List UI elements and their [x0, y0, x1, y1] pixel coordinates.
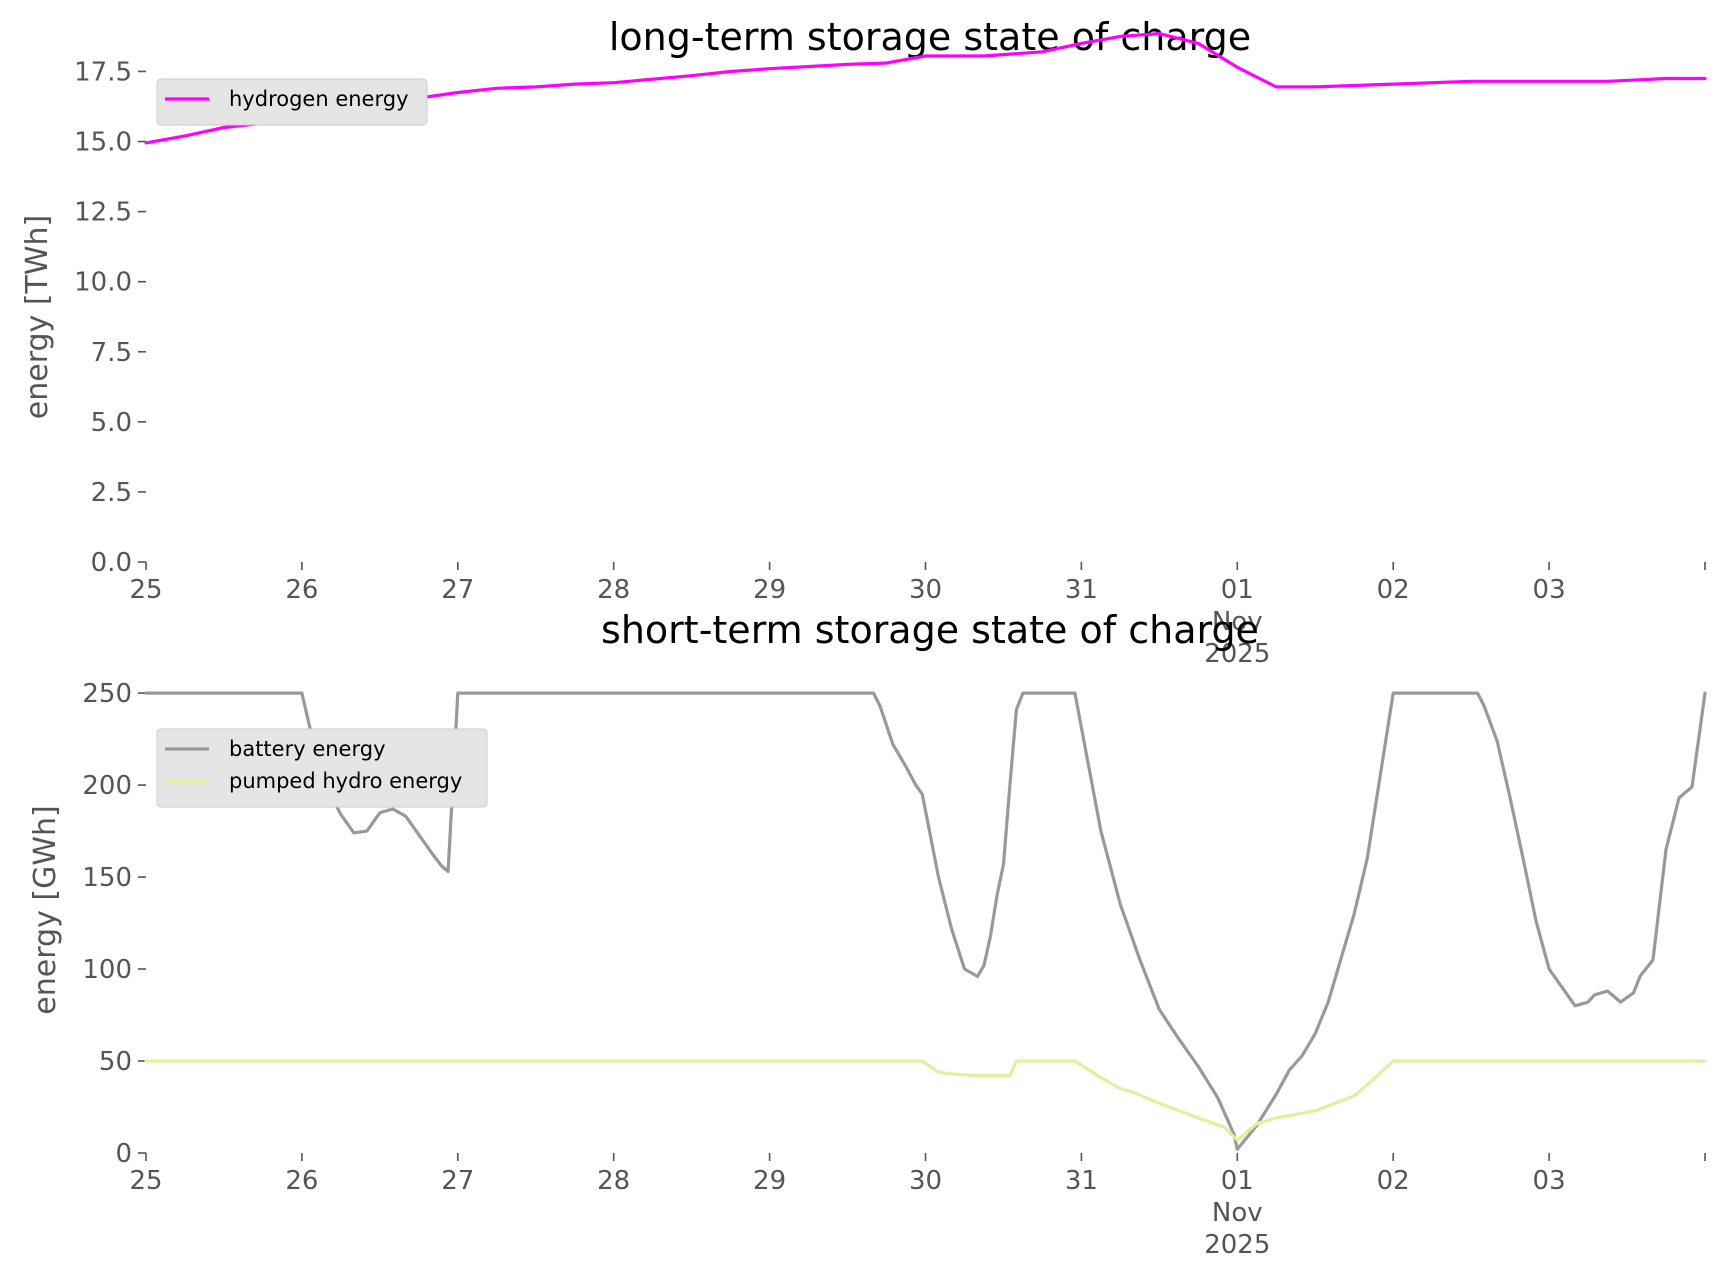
x-tick-label: 2025	[1204, 1230, 1270, 1260]
x-tick-label: 28	[597, 1166, 630, 1196]
y-axis-label: energy [TWh]	[20, 215, 55, 419]
x-tick-label: 30	[909, 1166, 942, 1196]
series-line-battery-energy	[144, 691, 1707, 1151]
legend: battery energy pumped hydro energy	[156, 728, 488, 808]
y-axis: 0 50 100 150 200 250	[82, 679, 146, 1169]
y-tick-label: 17.5	[74, 57, 132, 87]
legend: hydrogen energy	[156, 78, 428, 126]
x-tick-label: 03	[1533, 575, 1566, 605]
x-tick-label: 27	[441, 1166, 474, 1196]
x-tick-label: 2025	[1204, 639, 1270, 669]
legend-label: battery energy	[229, 737, 386, 761]
y-tick-label: 2.5	[91, 478, 132, 508]
x-tick-label: 26	[285, 1166, 318, 1196]
y-tick-label: 200	[82, 771, 132, 801]
y-tick-label: 50	[99, 1047, 132, 1077]
chart-title: long-term storage state of charge	[609, 15, 1251, 59]
y-axis: 0.0 2.5 5.0 7.5 10.0 12.5 15.0 17.5	[74, 57, 146, 578]
y-tick-label: 7.5	[91, 338, 132, 368]
x-tick-label: 25	[129, 1166, 162, 1196]
series-line-pumped-hydro-energy	[144, 1059, 1707, 1142]
y-tick-label: 15.0	[74, 128, 132, 158]
chart-title: short-term storage state of charge	[601, 608, 1259, 652]
x-tick-label: 27	[441, 575, 474, 605]
y-tick-label: 5.0	[91, 408, 132, 438]
x-tick-label: 30	[909, 575, 942, 605]
y-tick-label: 100	[82, 955, 132, 985]
x-tick-label: 31	[1065, 575, 1098, 605]
x-tick-label: 29	[753, 575, 786, 605]
x-tick-label: 31	[1065, 1166, 1098, 1196]
y-tick-label: 250	[82, 679, 132, 709]
legend-label: pumped hydro energy	[229, 769, 462, 793]
x-tick-label: 01	[1221, 1166, 1254, 1196]
y-tick-label: 0.0	[91, 548, 132, 578]
x-tick-label: 02	[1377, 1166, 1410, 1196]
x-tick-label: 25	[129, 575, 162, 605]
x-tick-label: 26	[285, 575, 318, 605]
legend-label: hydrogen energy	[229, 87, 409, 111]
x-tick-label: 28	[597, 575, 630, 605]
x-tick-label: Nov	[1212, 1198, 1263, 1228]
long-term-chart: long-term storage state of charge energy…	[20, 15, 1707, 669]
legend-box	[156, 78, 428, 126]
x-tick-label: Nov	[1212, 607, 1263, 637]
x-tick-label: 01	[1221, 575, 1254, 605]
y-tick-label: 150	[82, 863, 132, 893]
y-tick-label: 0	[115, 1139, 132, 1169]
x-tick-label: 03	[1533, 1166, 1566, 1196]
y-axis-label: energy [GWh]	[28, 805, 63, 1014]
x-tick-label: 02	[1377, 575, 1410, 605]
plot-lines	[144, 691, 1707, 1151]
legend-box	[156, 728, 488, 808]
y-tick-label: 10.0	[74, 268, 132, 298]
x-tick-label: 29	[753, 1166, 786, 1196]
short-term-chart: short-term storage state of charge energ…	[28, 608, 1707, 1260]
y-tick-label: 12.5	[74, 198, 132, 228]
